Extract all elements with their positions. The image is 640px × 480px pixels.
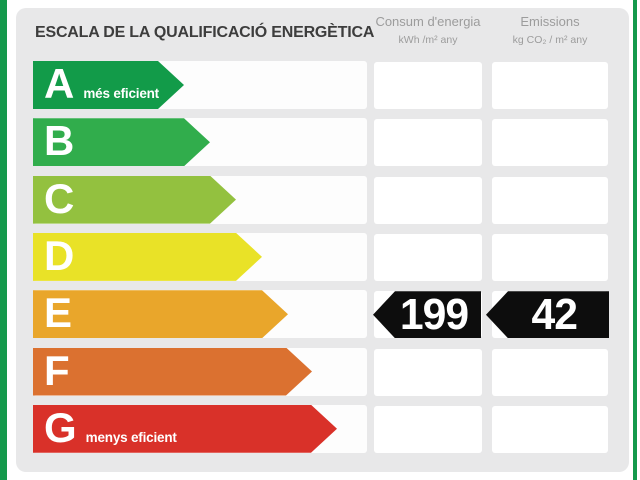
grade-arrow: G menys eficient bbox=[33, 405, 337, 453]
emissions-cell bbox=[492, 233, 608, 281]
column-header-consumption: Consum d'energia kWh /m² any bbox=[358, 14, 498, 47]
consumption-value: 199 bbox=[399, 289, 469, 339]
emissions-column-units: kg CO₂ / m² any bbox=[512, 34, 588, 46]
grade-arrow: B bbox=[33, 118, 210, 166]
emissions-value: 42 bbox=[531, 289, 579, 339]
scale-row-b: B bbox=[16, 118, 629, 167]
scale-row-c: C bbox=[16, 176, 629, 224]
consumption-cell bbox=[374, 119, 482, 167]
grade-letter: A bbox=[44, 60, 75, 107]
grade-letter: G bbox=[44, 403, 77, 451]
scale-rows: A més eficient B C D bbox=[16, 8, 629, 472]
scale-row-g: G menys eficient bbox=[16, 405, 629, 453]
scale-row-f: F bbox=[16, 348, 629, 396]
consumption-cell bbox=[374, 348, 482, 396]
grade-letter: D bbox=[44, 231, 75, 279]
emissions-cell bbox=[492, 176, 608, 224]
consumption-column-label: Consum d'energia bbox=[375, 14, 481, 29]
emissions-cell bbox=[492, 119, 608, 167]
consumption-cell bbox=[374, 176, 482, 224]
emissions-cell bbox=[492, 62, 608, 109]
page-title: ESCALA DE LA QUALIFICACIÓ ENERGÈTICA bbox=[35, 24, 375, 41]
grade-arrow: F bbox=[33, 348, 312, 396]
emissions-cell bbox=[492, 348, 608, 396]
consumption-cell bbox=[374, 405, 482, 453]
column-header-emissions: Emissions kg CO₂ / m² any bbox=[476, 14, 624, 47]
emissions-column-label: Emissions bbox=[520, 14, 580, 29]
consumption-cell bbox=[374, 62, 482, 109]
consumption-indicator-arrow: 199 bbox=[373, 289, 481, 339]
right-border-stripe bbox=[633, 0, 637, 480]
consumption-column-units: kWh /m² any bbox=[398, 34, 458, 46]
energy-scale-panel: ESCALA DE LA QUALIFICACIÓ ENERGÈTICA Con… bbox=[16, 8, 629, 472]
scale-row-d: D bbox=[16, 233, 629, 281]
emissions-indicator-arrow: 42 bbox=[486, 289, 609, 339]
grade-arrow: C bbox=[33, 176, 236, 224]
grade-letter: E bbox=[44, 289, 73, 337]
grade-arrow: A més eficient bbox=[33, 61, 184, 109]
grade-note: més eficient bbox=[83, 86, 159, 101]
grade-letter: B bbox=[44, 117, 75, 165]
scale-row-a: A més eficient bbox=[16, 61, 629, 109]
grade-arrow: D bbox=[33, 233, 262, 281]
grade-letter: F bbox=[44, 346, 70, 394]
emissions-cell bbox=[492, 405, 608, 453]
left-border-stripe bbox=[0, 0, 7, 480]
consumption-cell bbox=[374, 233, 482, 281]
grade-note: menys eficient bbox=[85, 429, 177, 445]
grade-arrow: E bbox=[33, 290, 288, 338]
grade-letter: C bbox=[44, 174, 75, 222]
